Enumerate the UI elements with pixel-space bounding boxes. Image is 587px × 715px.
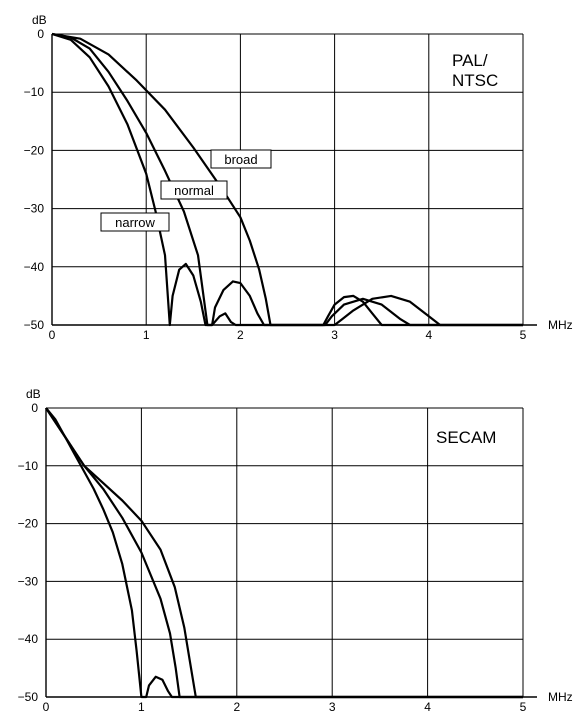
x-tick-label: 1 [138,700,145,714]
series-line-curve-1 [45,407,523,699]
y-tick-label: −30 [18,574,39,588]
series-label: normal [174,183,214,198]
y-tick-label: −20 [24,143,45,157]
system-label: NTSC [452,71,498,90]
x-tick-label: 4 [424,700,431,714]
series-line-curve-2 [45,407,523,699]
y-tick-label: −40 [18,632,39,646]
secam-chart: 0 −10 −20 −30 −40 −50 0 1 2 3 4 5 dB MHz SECAM [18,387,573,714]
y-tick-label: −50 [18,690,39,704]
pal-ntsc-chart: 0 −10 −20 −30 −40 −50 0 1 2 3 4 5 dB MHz PAL/NTSC narro… [24,13,573,342]
x-tick-label: 2 [237,328,244,342]
series-line-normal [51,32,523,327]
x-tick-label: 2 [233,700,240,714]
y-tick-label: −30 [24,202,45,216]
y-axis-label: dB [26,387,41,401]
x-tick-label: 3 [329,700,336,714]
y-tick-label: −50 [24,318,45,332]
x-tick-label: 5 [520,700,527,714]
x-axis-label: MHz [548,318,573,332]
x-axis-label: MHz [548,690,573,704]
series-label-box [100,212,170,232]
y-tick-label: −20 [18,517,39,531]
series-line-curve-3 [45,407,523,699]
x-tick-label: 1 [143,328,150,342]
y-tick-label: −40 [24,260,45,274]
series-label-box [160,180,228,200]
y-tick-label: −10 [18,459,39,473]
x-tick-label: 0 [43,700,50,714]
system-label: PAL/ [452,51,488,70]
x-tick-label: 4 [425,328,432,342]
x-tick-label: 0 [49,328,56,342]
y-tick-label: −10 [24,85,45,99]
y-tick-label: 0 [37,27,44,41]
series-label: narrow [115,215,155,230]
series-line-broad [51,32,523,327]
x-tick-label: 5 [520,328,527,342]
x-tick-label: 3 [331,328,338,342]
y-tick-label: 0 [31,401,38,415]
y-axis-label: dB [32,13,47,27]
series-label-box [210,149,272,169]
system-label: SECAM [436,428,496,447]
series-label: broad [224,152,257,167]
